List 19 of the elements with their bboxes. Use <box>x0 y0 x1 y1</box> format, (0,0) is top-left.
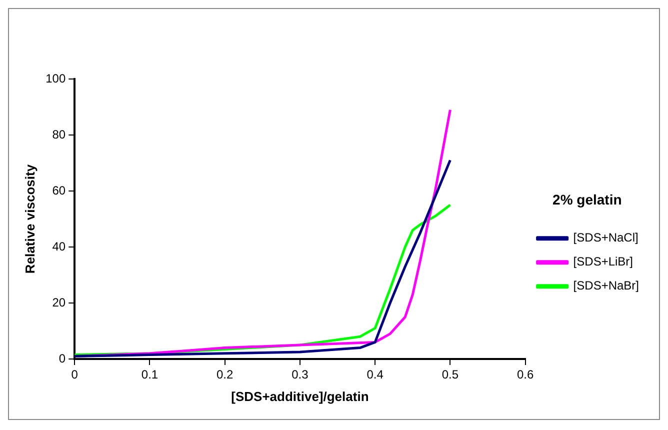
x-tick-label: 0 <box>71 368 78 382</box>
legend-label: [SDS+LiBr] <box>573 254 634 269</box>
y-tick-label: 0 <box>58 351 66 366</box>
y-axis-title: Relative viscosity <box>22 164 38 274</box>
legend-label: [SDS+NaBr] <box>573 278 640 293</box>
legend-label: [SDS+NaCl] <box>573 230 638 245</box>
x-tick-label: 0.6 <box>516 368 534 382</box>
y-tick-label: 20 <box>52 295 66 310</box>
x-axis-title: [SDS+additive]/gelatin <box>231 388 369 404</box>
y-tick-label: 80 <box>52 127 66 142</box>
x-tick-label: 0.5 <box>442 368 459 382</box>
x-tick-label: 0.1 <box>141 368 158 382</box>
x-tick-label: 0.2 <box>216 368 234 382</box>
y-tick-label: 60 <box>52 183 66 198</box>
x-tick-label: 0.4 <box>366 368 384 382</box>
y-tick-label: 100 <box>46 71 66 86</box>
x-tick-label: 0.3 <box>292 368 309 382</box>
y-tick-label: 40 <box>52 239 66 254</box>
legend-title: 2% gelatin <box>552 191 622 208</box>
